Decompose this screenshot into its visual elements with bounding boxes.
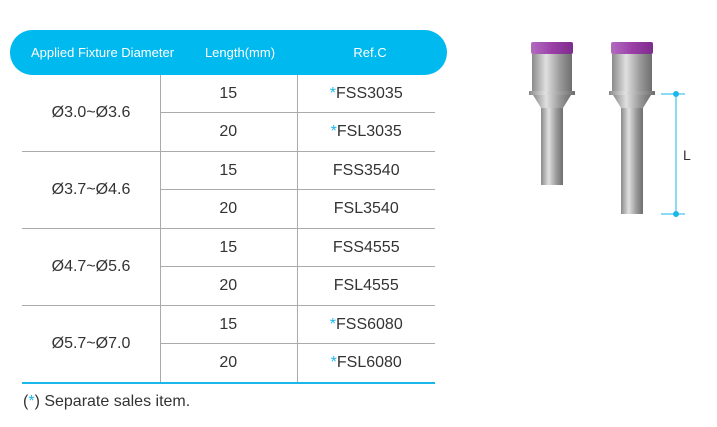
ref-cell: FSS4555 (298, 229, 436, 266)
ref-cell: * FSL3035 (298, 113, 436, 151)
table-group: Ø5.7~Ø7.0 15 * FSS6080 20 * FSL6080 (22, 306, 435, 384)
short-drill-icon (529, 42, 575, 185)
header-diameter: Applied Fixture Diameter (30, 44, 175, 60)
footnote: (*) Separate sales item. (23, 393, 190, 411)
diameter-cell: Ø4.7~Ø5.6 (22, 229, 161, 305)
length-dimension-line (661, 91, 685, 217)
length-cell: 15 (160, 306, 298, 343)
table-group: Ø3.0~Ø3.6 15 * FSS3035 20 * FSL3035 (22, 75, 435, 152)
asterisk: * (330, 123, 337, 140)
length-cell: 15 (160, 75, 298, 112)
table-row: 15 * FSS6080 (160, 306, 435, 344)
ref-code: FSL4555 (333, 277, 399, 294)
header-ref: Ref.C (353, 44, 387, 60)
table-row: 15 * FSS3035 (160, 75, 435, 113)
table-row: 15 FSS4555 (160, 229, 435, 267)
length-cell: 20 (160, 344, 298, 382)
asterisk: * (330, 354, 337, 371)
asterisk: * (329, 84, 336, 102)
asterisk: * (28, 393, 35, 410)
table-row: 15 FSS3540 (160, 152, 435, 190)
footnote-text: ) Separate sales item. (34, 393, 191, 410)
ref-code: FSL3035 (336, 123, 402, 140)
length-cell: 20 (160, 113, 298, 151)
table-row: 20 FSL3540 (160, 190, 435, 228)
length-cell: 20 (160, 267, 298, 305)
dimension-label: L (683, 147, 691, 163)
ref-code: FSS4555 (332, 238, 400, 256)
length-cell: 15 (160, 229, 298, 266)
tool-illustration: L (529, 42, 691, 217)
table-group: Ø3.7~Ø4.6 15 FSS3540 20 FSL3540 (22, 152, 435, 229)
ref-code: FSL3540 (333, 200, 399, 217)
ref-cell: * FSS3035 (298, 75, 436, 112)
ref-code: FSL6080 (336, 354, 402, 371)
ref-code: FSS3035 (336, 84, 403, 102)
header-length: Length(mm) (204, 44, 276, 60)
product-table: Ø3.0~Ø3.6 15 * FSS3035 20 * FSL3035 Ø3.7~Ø4.… (22, 75, 435, 384)
table-row: 20 * FSL3035 (160, 113, 435, 151)
ref-cell: FSS3540 (298, 152, 436, 189)
table-row: 20 * FSL6080 (160, 344, 435, 382)
diameter-cell: Ø3.0~Ø3.6 (22, 75, 161, 151)
asterisk: * (329, 315, 336, 333)
table-row: 20 FSL4555 (160, 267, 435, 305)
long-drill-icon (609, 42, 655, 214)
ref-cell: * FSL6080 (298, 344, 436, 382)
table-header: Applied Fixture Diameter Length(mm) Ref.… (10, 30, 447, 75)
ref-cell: FSL4555 (298, 267, 436, 305)
ref-cell: * FSS6080 (298, 306, 436, 343)
footnote-paren: ( (23, 393, 29, 410)
length-cell: 20 (160, 190, 298, 228)
ref-cell: FSL3540 (298, 190, 436, 228)
ref-code: FSS3540 (332, 161, 400, 179)
ref-code: FSS6080 (336, 315, 403, 333)
length-cell: 15 (160, 152, 298, 189)
table-group: Ø4.7~Ø5.6 15 FSS4555 20 FSL4555 (22, 229, 435, 306)
diameter-cell: Ø3.7~Ø4.6 (22, 152, 161, 228)
diameter-cell: Ø5.7~Ø7.0 (22, 306, 161, 382)
